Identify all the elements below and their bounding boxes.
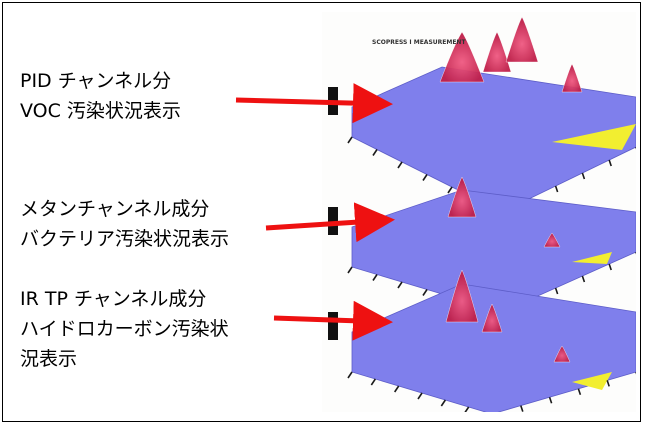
plot-irtp-peak — [481, 303, 503, 333]
plot-methane-tick — [608, 263, 612, 271]
plot-pid-tick — [347, 136, 353, 144]
plot-methane-tick — [372, 274, 378, 281]
label-irtp-line2: ハイドロカーボン汚染状 — [20, 318, 229, 340]
plot-pid-tick — [447, 186, 453, 194]
plot-irtp-tick — [577, 388, 582, 396]
plot-irtp-highlight — [572, 372, 612, 390]
plot-methane-highlight — [572, 252, 612, 264]
stacked-3d-surface-plots: SCOPRESS I MEASUREMENT — [328, 16, 639, 421]
plot-irtp-tick — [520, 405, 524, 412]
plot-methane-z-axis — [328, 207, 338, 235]
label-pid-channel: PID チャンネル分 VOC 汚染状況表示 — [20, 66, 181, 126]
plot-irtp-tick — [347, 371, 353, 379]
plot-methane-peak — [447, 176, 477, 218]
label-methane-channel: メタンチャンネル成分 バクテリア汚染状況表示 — [20, 194, 229, 254]
plot-pid-tick — [372, 149, 378, 156]
arrow-irtp — [273, 300, 393, 341]
plot-methane-tick — [347, 266, 353, 274]
label-pid-line1: PID チャンネル分 — [20, 70, 172, 92]
plot-irtp-tick — [548, 396, 553, 404]
plot-pid-tick — [422, 174, 428, 181]
arrow-methane — [265, 202, 395, 243]
plot-pid-highlight — [552, 124, 636, 150]
plot-irtp-tick — [417, 392, 423, 400]
plot-pid-peak — [561, 63, 583, 93]
arrow-pid — [235, 83, 393, 124]
plot-irtp-tick — [440, 399, 446, 407]
plot-pid-tick — [608, 159, 612, 167]
label-methane-line1: メタンチャンネル成分 — [20, 198, 210, 220]
plot-methane-tick — [554, 287, 559, 295]
plot-title: SCOPRESS I MEASUREMENT — [372, 39, 466, 46]
plot-methane-tick — [422, 289, 428, 296]
plot-pid-peak — [505, 16, 539, 63]
plot-pid-tick — [397, 161, 403, 169]
plot-irtp-tick — [370, 378, 376, 386]
plot-irtp-peak — [445, 269, 479, 323]
plot-methane-tick — [581, 275, 586, 283]
plot-methane-tick — [397, 281, 403, 289]
plot-irtp-tick — [606, 380, 610, 387]
label-irtp-line1: IR TP チャンネル成分 — [20, 288, 207, 310]
plot-pid-peak — [439, 31, 485, 83]
label-irtp-line3: 況表示 — [20, 348, 78, 370]
plot-panel: SCOPRESS I MEASUREMENT — [322, 12, 639, 421]
plot-irtp-z-axis — [328, 312, 338, 340]
plot-pid-tick — [581, 172, 586, 180]
plot-methane-peak — [543, 232, 561, 248]
plot-irtp-peak — [553, 345, 571, 363]
label-irtp-channel: IR TP チャンネル成分 ハイドロカーボン汚染状 況表示 — [20, 284, 229, 374]
plot-pid-tick — [554, 185, 559, 193]
plot-irtp-tick — [394, 385, 400, 393]
label-pid-line2: VOC 汚染状況表示 — [20, 100, 181, 122]
label-methane-line2: バクテリア汚染状況表示 — [20, 228, 230, 250]
